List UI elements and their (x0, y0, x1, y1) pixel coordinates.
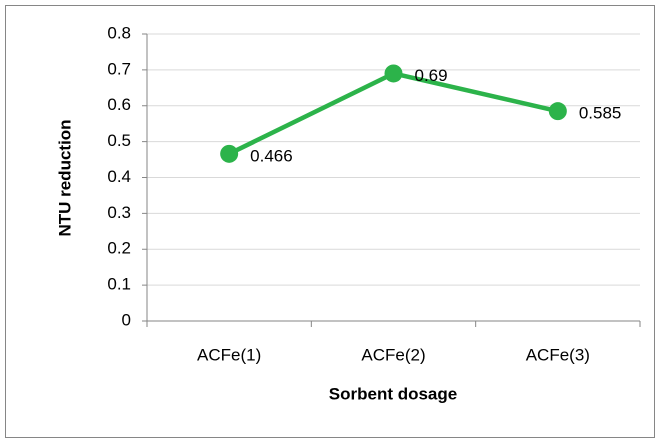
data-label: 0.466 (250, 146, 293, 165)
y-tick-label: 0 (122, 310, 131, 329)
x-tick-label: ACFe(3) (526, 345, 590, 364)
x-tick-label: ACFe(1) (197, 345, 261, 364)
x-axis-label: Sorbent dosage (329, 384, 457, 403)
data-point (384, 64, 403, 83)
y-tick-label: 0.8 (107, 23, 131, 42)
y-tick-label: 0.6 (107, 95, 131, 114)
data-label: 0.585 (579, 104, 622, 123)
y-axis-label: NTU reduction (55, 119, 74, 236)
y-tick-label: 0.1 (107, 275, 131, 294)
y-tick-label: 0.3 (107, 203, 131, 222)
data-point (548, 102, 567, 121)
y-tick-label: 0.7 (107, 59, 131, 78)
chart-border (5, 5, 655, 438)
data-label: 0.69 (415, 66, 448, 85)
y-tick-label: 0.5 (107, 131, 131, 150)
y-tick-label: 0.2 (107, 239, 131, 258)
data-point (220, 144, 239, 163)
x-tick-label: ACFe(2) (361, 345, 425, 364)
y-tick-label: 0.4 (107, 167, 131, 186)
